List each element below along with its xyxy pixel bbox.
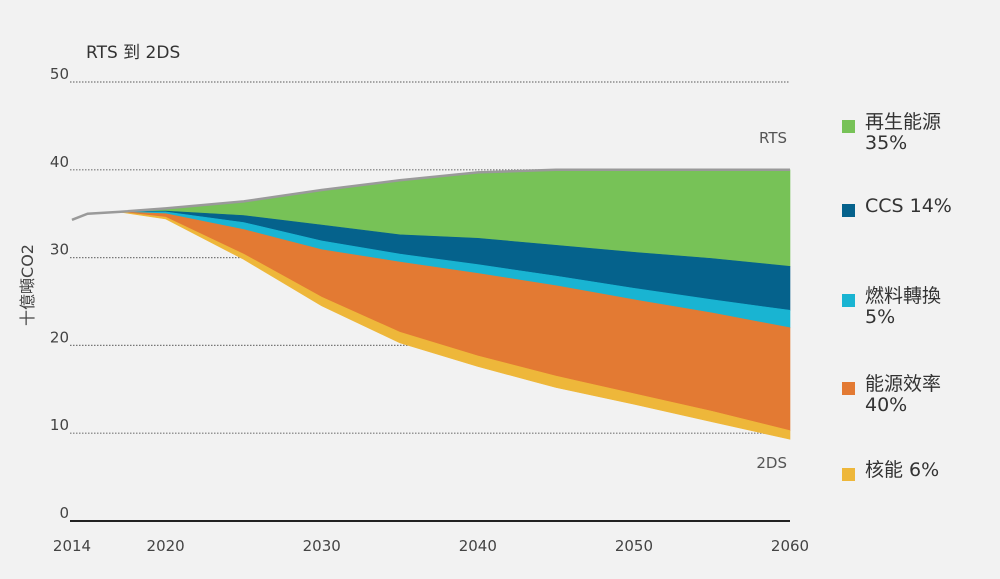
legend-item-nuclear: 核能 6% [842, 460, 939, 481]
legend-text: 核能 6% [865, 460, 939, 481]
legend-label: CCS 14% [865, 195, 952, 217]
legend-item-ccs: CCS 14% [842, 196, 952, 217]
legend-pct: 5% [865, 306, 896, 328]
y-tick-label-30: 30 [50, 241, 69, 259]
rts-baseline-line [71, 168, 790, 221]
y-tick-label-50: 50 [50, 65, 69, 83]
x-tick-label-2014: 2014 [53, 537, 91, 555]
legend-text: 再生能源 35% [865, 112, 941, 154]
y-tick-label-0: 0 [59, 504, 69, 522]
legend-item-fuel-switching: 燃料轉換 5% [842, 286, 941, 328]
y-axis-label: 十億噸CO2 [18, 244, 37, 326]
legend-item-efficiency: 能源效率 40% [842, 374, 941, 416]
2ds-line-label: 2DS [756, 454, 787, 472]
y-tick-label-10: 10 [50, 416, 69, 434]
legend-label: 核能 6% [865, 459, 940, 481]
legend-swatch-fuel-switching [842, 294, 855, 307]
y-tick-label-40: 40 [50, 153, 69, 171]
x-tick-label-2030: 2030 [303, 537, 341, 555]
legend-item-renewables: 再生能源 35% [842, 112, 941, 154]
x-tick-label-2040: 2040 [459, 537, 497, 555]
x-tick-label-2060: 2060 [771, 537, 809, 555]
area-layer [71, 168, 791, 440]
legend-swatch-renewables [842, 120, 855, 133]
x-tick-label-2050: 2050 [615, 537, 653, 555]
legend-label: 燃料轉換 [865, 285, 942, 307]
legend-swatch-nuclear [842, 468, 855, 481]
legend-text: CCS 14% [865, 196, 952, 217]
rts-line-label: RTS [759, 129, 787, 147]
legend-pct: 35% [865, 132, 908, 154]
legend-pct: 40% [865, 394, 908, 416]
area-band-4 [71, 211, 791, 440]
y-tick-label-20: 20 [50, 328, 69, 346]
chart-title: RTS 到 2DS [86, 43, 180, 63]
legend-label: 再生能源 [865, 111, 942, 133]
legend-text: 能源效率 40% [865, 374, 941, 416]
legend-swatch-ccs [842, 204, 855, 217]
legend-text: 燃料轉換 5% [865, 286, 941, 328]
legend-label: 能源效率 [865, 373, 942, 395]
legend-swatch-efficiency [842, 382, 855, 395]
x-tick-label-2020: 2020 [147, 537, 185, 555]
